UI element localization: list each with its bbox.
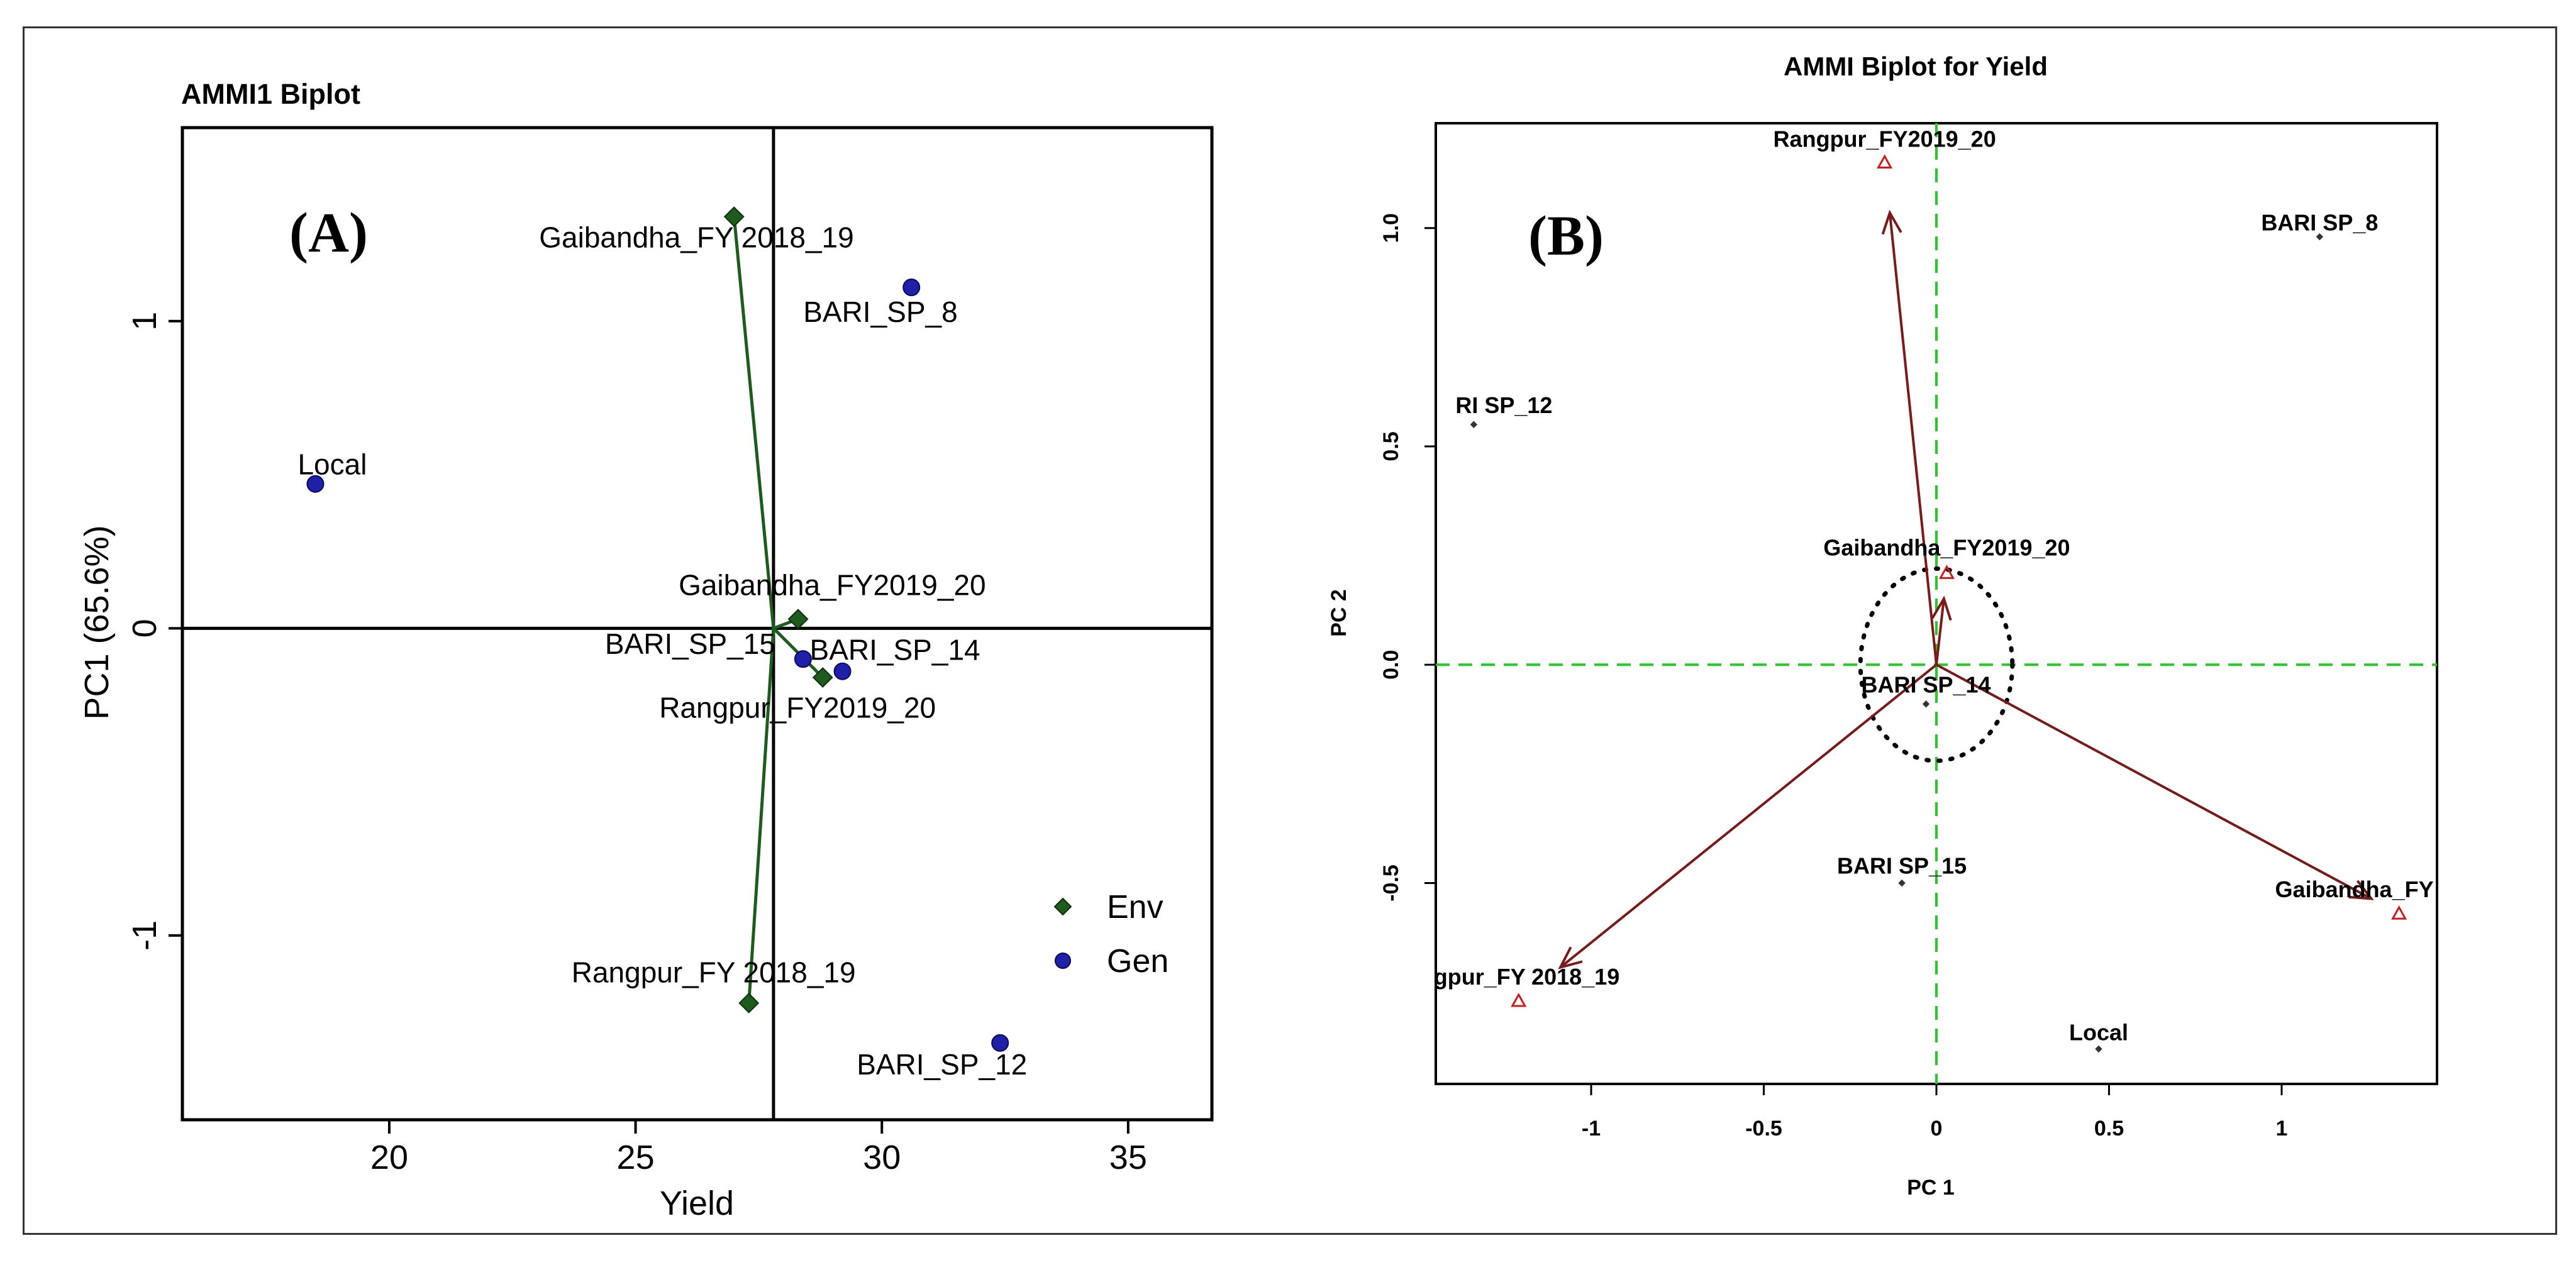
panel-b-y-tick-label: 1.0 [1379,213,1403,243]
panel-a-env-line [747,628,775,1003]
panel-b: AMMI Biplot for Yield (B) -1 -0.5 0 0.5 1 -0.… [1327,52,2438,1200]
panel-b-x-tick-label: 0 [1931,1117,1943,1141]
panel-b-gen-label: RI SP_12 [1455,392,1552,418]
panel-b-env-label: gpur_FY 2018_19 [1434,964,1620,990]
panel-b-env-point-gaibandha-fy [2391,905,2407,920]
panel-a-x-tick-label: 35 [1109,1139,1147,1176]
panel-a-legend-env-marker [1053,897,1072,916]
panel-b-y-tick-label: 0.0 [1379,650,1403,680]
panel-a-env-label: Gaibandha_FY2019_20 [679,569,986,602]
panel-b-reference-circle [1858,566,2015,763]
panel-a-gen-label: BARI_SP_8 [803,296,957,328]
panel-b-env-vector [1888,213,1938,665]
panel-a-y-tick-label: 0 [126,619,164,638]
panel-a-y-tick-label: 1 [126,312,164,331]
panel-b-gen-point-ri-sp-12 [1470,421,1478,428]
panel-a-y-tick-label: -1 [126,920,164,951]
panel-b-x-tick-label: -1 [1582,1117,1601,1141]
panel-a-title: AMMI1 Biplot [181,78,360,110]
panel-b-x-tick-label: -0.5 [1745,1117,1782,1141]
panel-a-x-axis-label: Yield [660,1185,734,1222]
panel-a-legend-env-label: Env [1107,889,1163,925]
panel-b-env-vector-arrowhead [1931,595,1952,621]
panel-b-gen-label: BARI SP_15 [1837,853,1967,879]
panel-a-legend-gen-label: Gen [1107,943,1169,980]
panel-a-gen-point-bari-sp-15 [794,650,812,668]
panel-a-gen-label: Local [297,448,367,481]
panel-b-gen-label: BARI SP_14 [1861,672,1990,698]
panel-a-gen-point-bari-sp-14 [833,662,852,680]
panel-a-env-label: Gaibandha_FY 2018_19 [539,221,853,254]
figure-frame [23,26,2557,1235]
panel-a-gen-point-bari-sp-12 [991,1034,1009,1052]
panel-b-env-vector-arrowhead [1881,209,1902,235]
panel-b-env-label: Rangpur_FY2019_20 [1774,126,1996,152]
panel-b-gen-point-local [2095,1045,2102,1053]
panel-b-y-tick-label: -0.5 [1379,865,1403,902]
panel-b-env-label: Gaibandha_FY [2275,876,2434,902]
panel-b-env-point-gaibandha-fy2019-20 [1938,565,1955,579]
panel-a-label: (A) [289,202,368,264]
panel-b-marks: -1 -0.5 0 0.5 1 -0.5 0.0 0.5 1.0 Rangpur_FY2019_2… [1379,123,2437,1141]
panel-b-env-point-rangpur-fy2019-20 [1877,154,1893,169]
panel-b-x-tick-label: 1 [2276,1117,2288,1141]
panel-a-env-label: Rangpur_FY2019_20 [659,691,936,724]
panel-b-env-label: Gaibandha_FY2019_20 [1823,534,2070,560]
panel-a-env-point-gaibandha-fy2019-20 [787,609,809,630]
panel-a-marks: 20 25 30 35 -1 0 1 Gaibandha_FY 2018_19 Gaibandh… [126,128,1212,1176]
panel-b-env-vector-arrowhead [1558,946,1583,969]
panel-b-x-tick-label: 0.5 [2094,1117,2124,1141]
panel-a-legend-gen-marker [1055,953,1071,969]
panel-b-env-vector [1935,598,1945,665]
panel-a: AMMI1 Biplot (A) 20 25 30 35 -1 0 1 Gaibandha_F… [78,78,1214,1222]
panel-b-gen-label: BARI SP_8 [2261,210,2378,236]
panel-a-plot-box [180,126,1214,1122]
panel-b-x-axis-label: PC 1 [1907,1176,1955,1200]
panel-a-gen-point-bari-sp-8 [902,279,921,297]
panel-a-gen-label: BARI_SP_15 [605,627,775,660]
panel-b-gen-point-bari-sp-14 [1922,700,1930,708]
panel-b-env-vector [1559,663,1938,969]
panel-a-gen-label: BARI_SP_14 [810,634,980,666]
panel-b-gen-point-bari-sp-15 [1898,879,1906,887]
panel-a-x-tick-label: 25 [617,1139,655,1176]
panel-b-gen-label: Local [2069,1019,2128,1045]
panel-b-env-point-gpur-fy-2018-19 [1511,992,1527,1007]
panel-a-env-point-rangpur-fy2019-20 [812,667,833,688]
panel-a-x-tick-label: 20 [370,1139,408,1176]
panel-b-env-vector [1936,663,2372,900]
panel-a-env-point-rangpur-fy-2018-19 [738,992,760,1014]
panel-b-y-tick-label: 0.5 [1379,431,1403,461]
panel-a-x-tick-label: 30 [863,1139,901,1176]
panel-a-env-point-gaibandha-fy-2018-19 [723,206,745,228]
panel-b-label: (B) [1528,205,1604,267]
panel-a-gen-point-local [306,475,325,493]
panel-a-env-label: Rangpur_FY 2018_19 [572,956,856,988]
panel-b-title: AMMI Biplot for Yield [1784,52,2048,81]
panel-b-env-vector-arrowhead [2348,880,2374,900]
panel-a-env-line [732,216,775,629]
panel-b-y-axis-label: PC 2 [1327,589,1351,637]
panel-a-y-axis-label: PC1 (65.6%) [78,525,116,719]
panel-b-gen-point-bari-sp-8 [2316,233,2324,241]
panel-a-gen-label: BARI_SP_12 [857,1048,1027,1081]
